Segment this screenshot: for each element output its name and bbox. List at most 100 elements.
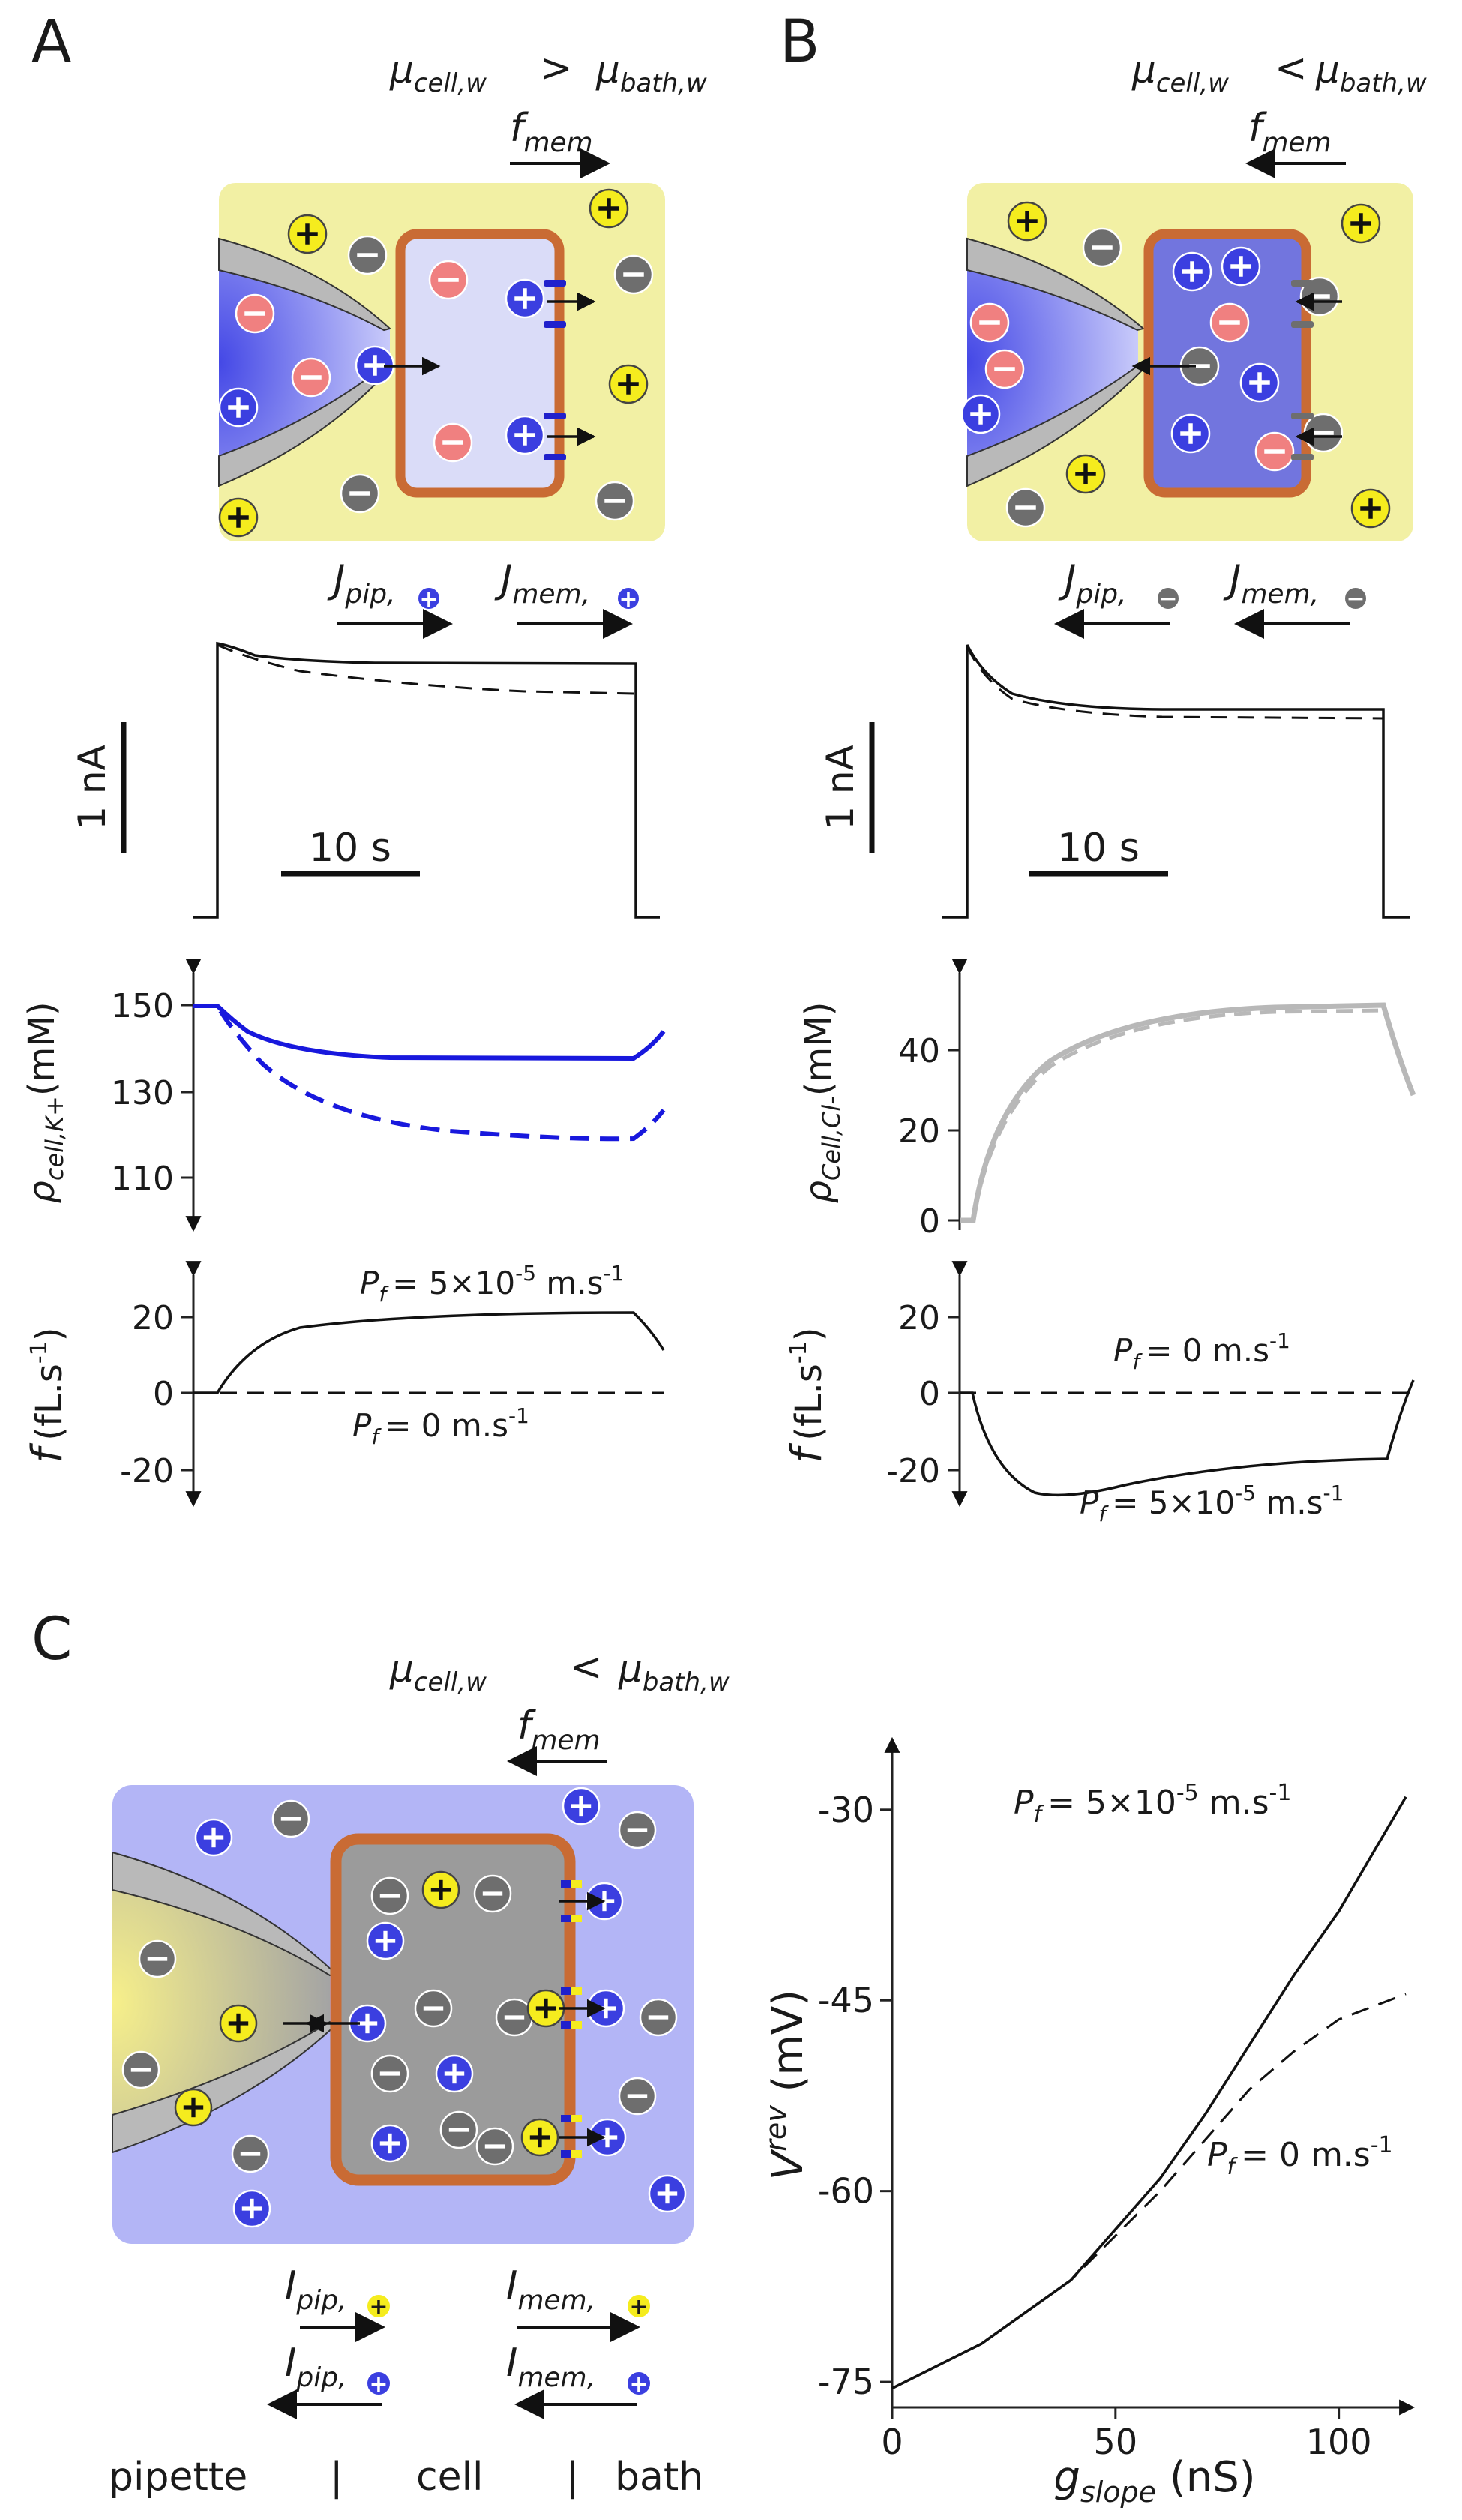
- cb-ion-icon: [355, 345, 395, 386]
- cy-ion-icon: [1350, 488, 1391, 529]
- panel-label-a: A: [31, 8, 71, 76]
- scale-y-a: 1 nA: [70, 745, 114, 830]
- flux-plot-a: 20 0 -20 f(fL.s-1) Pf = 5×10-5 m.s-1 Pf = …: [23, 1261, 665, 1508]
- vrev-ytick-label: -60: [818, 2171, 874, 2212]
- cb-ion-icon: [366, 1922, 405, 1960]
- cell-diagram-a: [218, 183, 665, 542]
- ag-ion-icon: [1005, 488, 1046, 528]
- vrev-ytick-label: -45: [818, 1980, 874, 2020]
- ar-ion-icon: [433, 422, 473, 463]
- cell-diagram-b: [960, 183, 1413, 542]
- vrev-ylabel-unit: (mV): [764, 1990, 813, 2105]
- svg-text:μcell,w: μcell,w: [389, 48, 487, 98]
- svg-text:130: 130: [111, 1074, 174, 1112]
- ag-ion-icon: [340, 473, 380, 514]
- svg-text:Pf= 5×10-5 m.s-1: Pf = 5×10-5 m.s-1: [1080, 1480, 1344, 1526]
- ag-ion-icon: [639, 1998, 678, 2037]
- cy-ion-icon: [1065, 454, 1106, 494]
- svg-text:|: |: [330, 2455, 343, 2500]
- conc-plot-b: 40 20 0 ρCell,Cl-(mM): [798, 958, 1416, 1240]
- cb-ion-icon: [1170, 413, 1211, 454]
- scale-y-b: 1 nA: [819, 745, 862, 830]
- svg-text:bath: bath: [615, 2455, 703, 2500]
- svg-text:μcell,w: μcell,w: [1131, 48, 1229, 98]
- current-trace-b: 1 nA 10 s: [819, 644, 1410, 919]
- ag-ion-icon: [473, 1874, 512, 1913]
- svg-text:Pf= 5×10-5 m.s-1: Pf = 5×10-5 m.s-1: [360, 1261, 624, 1306]
- cy-ion-icon: [421, 1870, 460, 1910]
- svg-text:-20: -20: [120, 1452, 174, 1490]
- ag-ion-icon: [1303, 412, 1344, 453]
- vrev-ytick-label: -75: [818, 2362, 874, 2402]
- svg-text:Pf= 5×10-5 m.s-1: Pf = 5×10-5 m.s-1: [1014, 1780, 1291, 1828]
- ag-ion-icon: [618, 1810, 657, 1850]
- svg-text:+: +: [369, 2294, 388, 2320]
- svg-text:20: 20: [898, 1112, 940, 1150]
- ag-ion-icon: [475, 2127, 514, 2166]
- vrev-ylabel-sup: rev: [759, 2105, 792, 2152]
- svg-text:+: +: [369, 2372, 388, 2398]
- vrev-series-pf-high: [891, 1796, 1407, 2390]
- panel-label-b: B: [780, 8, 820, 76]
- svg-text:fmem: fmem: [1248, 106, 1332, 158]
- svg-text:Vrev (mV): Vrev (mV): [759, 1990, 813, 2180]
- current-labels-c: Ipip, + Imem, + Ipip, + Imem, +: [267, 2264, 652, 2420]
- equation-a: μcell,w > μbath,w fmem: [389, 46, 707, 178]
- svg-text:20: 20: [132, 1299, 174, 1337]
- svg-text:pipette: pipette: [109, 2455, 247, 2500]
- cy-ion-icon: [608, 364, 649, 404]
- svg-text:<: <: [1275, 46, 1308, 91]
- svg-text:+: +: [629, 2294, 648, 2320]
- cb-ion-icon: [1221, 246, 1261, 286]
- svg-text:gslope (nS): gslope (nS): [1053, 2453, 1255, 2509]
- svg-text:|: |: [566, 2455, 580, 2500]
- svg-text:μbath,w: μbath,w: [595, 48, 707, 98]
- svg-text:20: 20: [898, 1299, 940, 1337]
- cb-ion-icon: [505, 415, 545, 455]
- scale-x-b: 10 s: [1057, 826, 1140, 871]
- cb-ion-icon: [435, 2054, 474, 2093]
- svg-text:Jmem,: Jmem,: [1223, 557, 1319, 610]
- ag-ion-icon: [618, 2077, 657, 2116]
- ar-ion-icon: [1254, 431, 1295, 472]
- panel-label-c: C: [31, 1606, 72, 1673]
- ag-ion-icon: [347, 235, 388, 275]
- current-trace-a: 1 nA 10 s: [70, 641, 660, 919]
- compartment-labels-c: pipette | cell | bath: [109, 2455, 703, 2500]
- scale-x-a: 10 s: [309, 826, 391, 871]
- svg-text:>: >: [540, 46, 573, 91]
- svg-text:Jpip,: Jpip,: [327, 557, 396, 610]
- svg-text:μbath,w: μbath,w: [1315, 48, 1427, 98]
- ag-ion-icon: [595, 481, 635, 521]
- cb-ion-icon: [960, 394, 1001, 434]
- svg-text:−: −: [1346, 586, 1365, 612]
- svg-text:Jmem,: Jmem,: [494, 557, 590, 610]
- vrev-plot-c: -30 -45 -60 -750 50 100 Vrev (mV) gslope (nS)…: [759, 1736, 1416, 2509]
- cy-ion-icon: [589, 188, 629, 229]
- flux-plot-b: 20 0 -20 f(fL.s-1) Pf = 0 m.s-1 Pf = 5×10-…: [783, 1261, 1415, 1526]
- ag-ion-icon: [370, 2054, 409, 2093]
- ag-ion-icon: [370, 1876, 409, 1916]
- svg-text:110: 110: [111, 1160, 174, 1198]
- svg-text:μbath,w: μbath,w: [618, 1647, 730, 1697]
- svg-text:μcell,w: μcell,w: [389, 1647, 487, 1697]
- svg-text:150: 150: [111, 987, 174, 1025]
- cb-ion-icon: [505, 278, 545, 319]
- cy-ion-icon: [1007, 201, 1047, 242]
- svg-text:<: <: [570, 1645, 603, 1690]
- cy-ion-icon: [526, 1989, 565, 2028]
- cy-ion-icon: [174, 2088, 213, 2127]
- ag-ion-icon: [439, 2110, 478, 2150]
- flux-labels-a: Jpip, + Jmem, +: [327, 557, 640, 639]
- cell-a: [395, 229, 565, 498]
- ag-ion-icon: [613, 254, 654, 295]
- ag-ion-icon: [414, 1989, 453, 2028]
- svg-text:−: −: [1158, 586, 1177, 612]
- ag-ion-icon: [138, 1940, 177, 1978]
- vrev-xtick-label: 50: [1094, 2422, 1138, 2462]
- cb-ion-icon: [1172, 251, 1212, 292]
- ag-ion-icon: [495, 1998, 534, 2037]
- vrev-ytick-label: -30: [818, 1790, 874, 1830]
- svg-text:+: +: [629, 2372, 648, 2398]
